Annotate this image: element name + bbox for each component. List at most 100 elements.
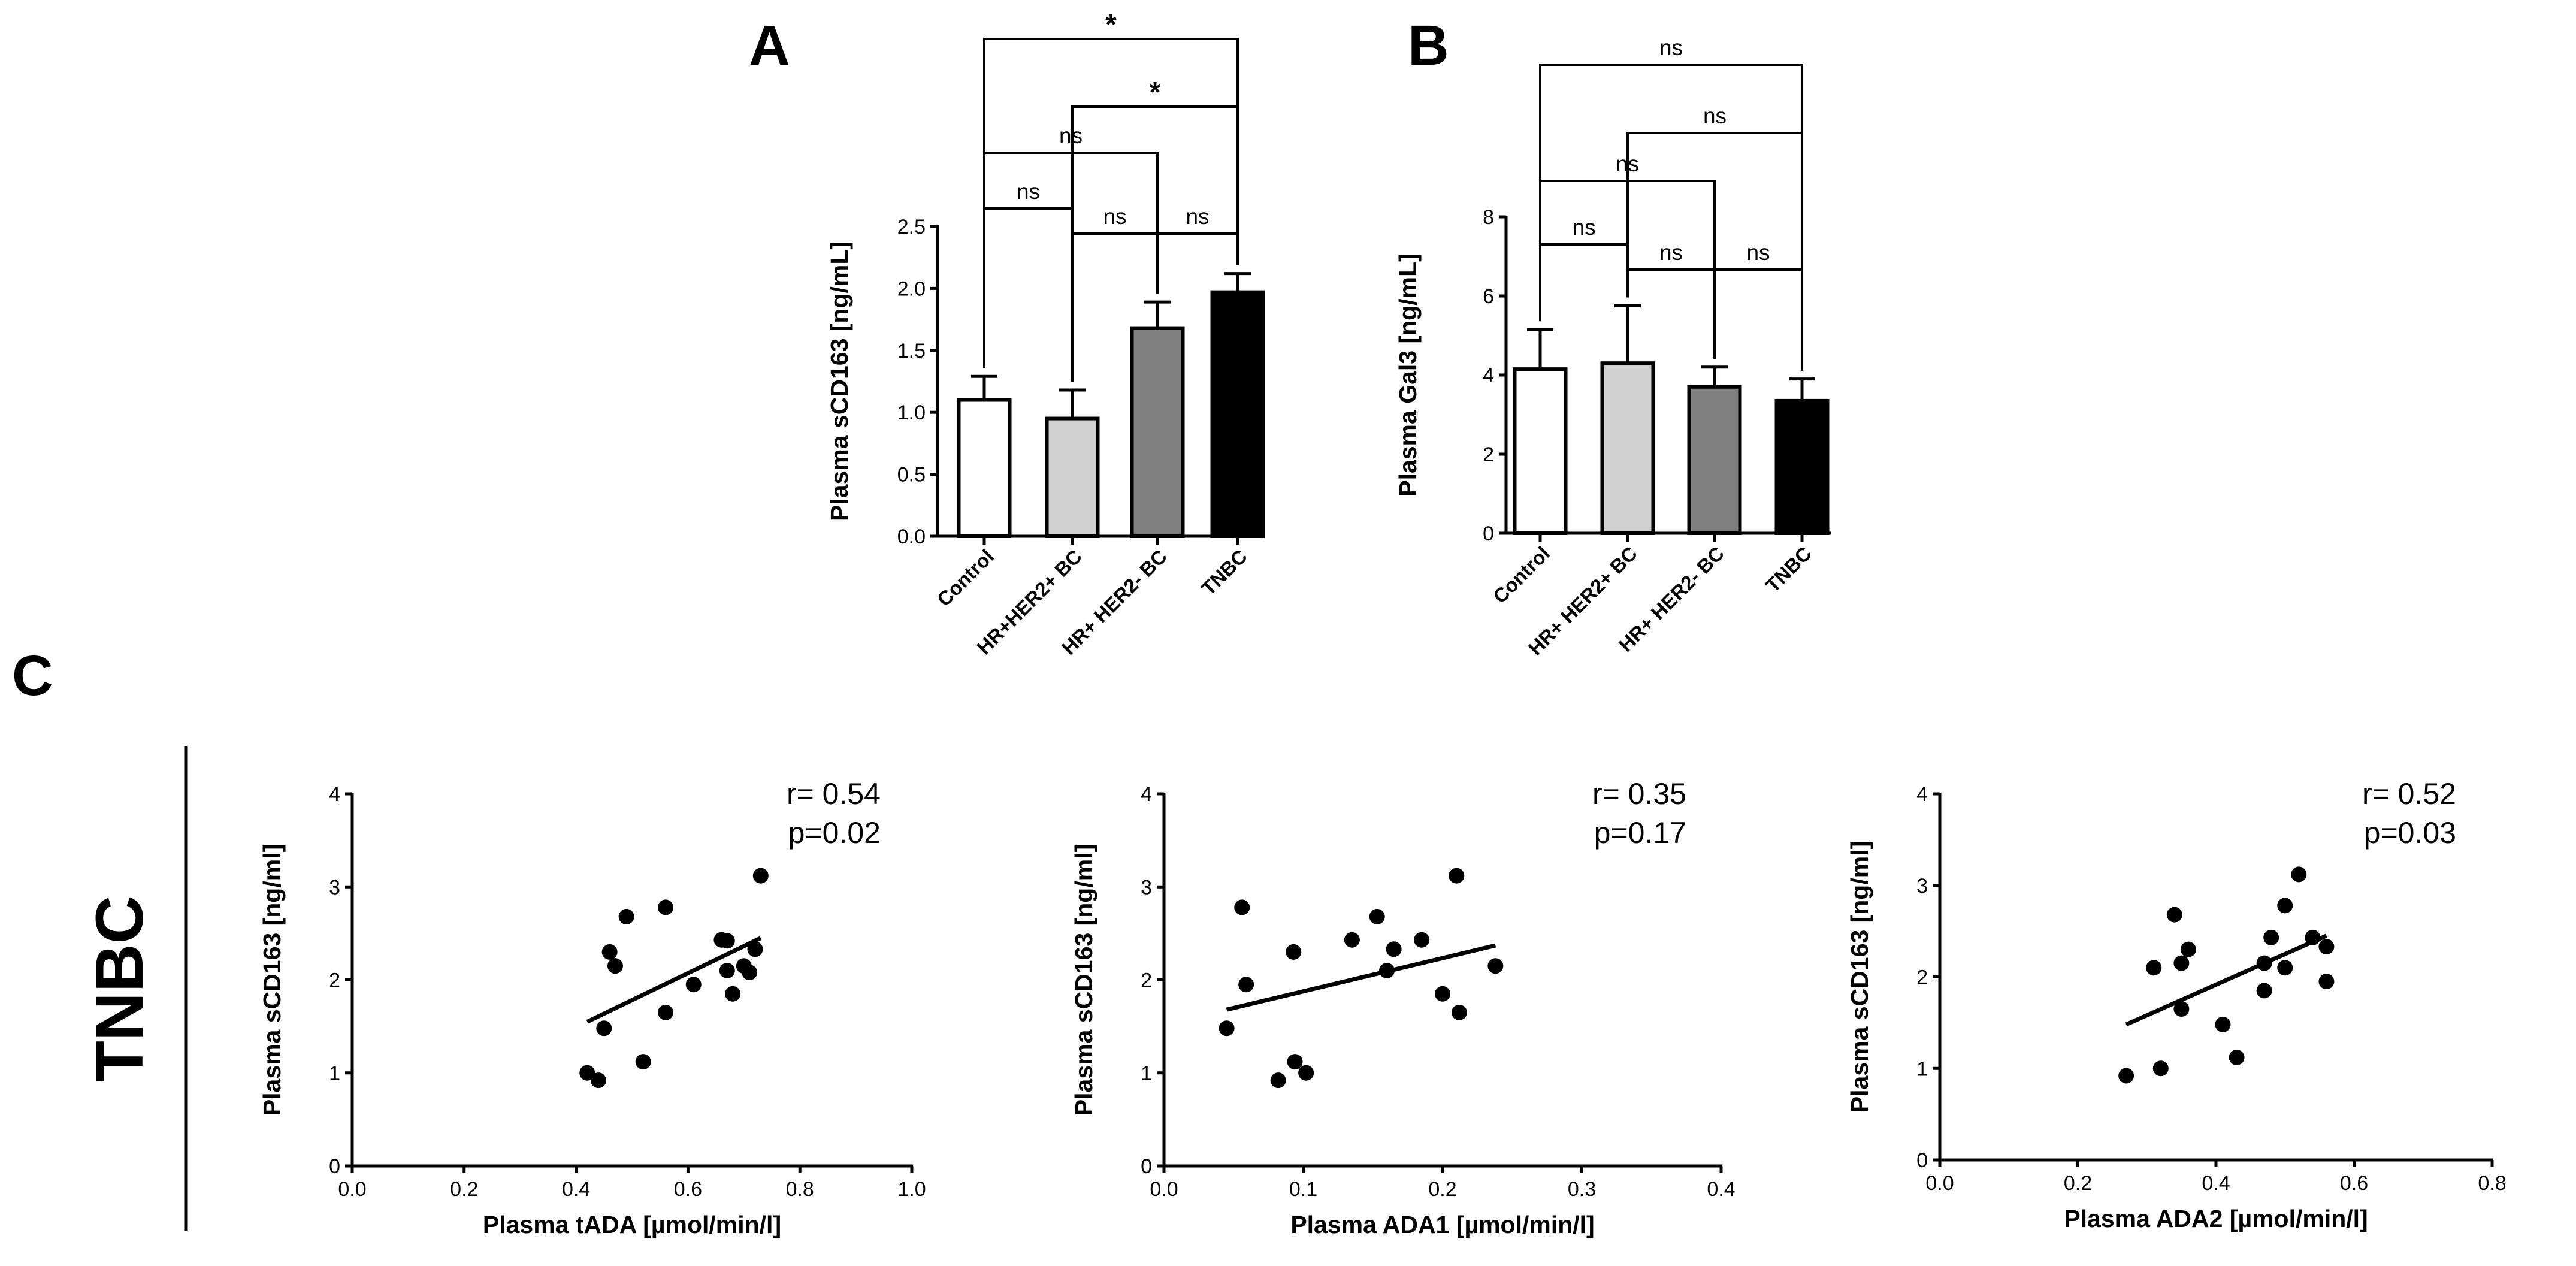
data-point xyxy=(601,944,618,960)
y-tick-label: 4 xyxy=(1916,783,1928,806)
data-point xyxy=(719,933,735,949)
x-tick-label: 0.8 xyxy=(786,1178,814,1201)
y-tick-label: 1 xyxy=(1916,1057,1928,1080)
data-point xyxy=(1414,932,1430,948)
y-tick-label: 0 xyxy=(329,1155,340,1178)
significance-bracket xyxy=(1713,268,1803,371)
x-tick-label: 0.4 xyxy=(2202,1172,2230,1195)
bar-4 xyxy=(1774,398,1830,536)
bar-3 xyxy=(1687,385,1742,535)
y-tick-label: 0.0 xyxy=(897,525,926,548)
x-tick-label: 0.1 xyxy=(1289,1178,1317,1201)
y-tick-label: 2 xyxy=(329,969,340,992)
data-point xyxy=(1270,1072,1286,1089)
data-point xyxy=(1435,986,1450,1002)
x-tick-label: 0.8 xyxy=(2478,1172,2506,1195)
data-point xyxy=(1287,1054,1303,1070)
x-tick-label: 0.3 xyxy=(1568,1178,1596,1201)
data-point xyxy=(590,1072,606,1089)
data-point xyxy=(2152,1060,2169,1077)
data-point xyxy=(2166,907,2182,923)
x-category-label: TNBC xyxy=(1197,545,1251,600)
row-label-tnbc: TNBC xyxy=(82,895,157,1081)
significance-label: ns xyxy=(1103,204,1126,229)
y-tick-label: 1.0 xyxy=(897,401,926,424)
y-tick-label: 6 xyxy=(1483,285,1494,308)
y-tick-label: 3 xyxy=(1916,875,1928,898)
data-point xyxy=(618,908,634,924)
panel-label-a: A xyxy=(749,14,790,77)
y-tick-label: 1 xyxy=(1141,1062,1152,1085)
bar-1 xyxy=(957,398,1012,539)
significance-label: ns xyxy=(1017,179,1040,204)
x-tick-label: 0.0 xyxy=(338,1178,366,1201)
data-point xyxy=(658,1004,674,1020)
x-tick-label: 0.2 xyxy=(450,1178,478,1201)
data-point xyxy=(2318,939,2335,955)
correlation-r: r= 0.52 xyxy=(2362,777,2456,811)
x-tick-label: 1.0 xyxy=(897,1178,926,1201)
data-point xyxy=(1344,932,1360,948)
chart-c3: 0 1 2 3 4 0.0 0.2 0.4 0.6 0.8 Plasma ADA2 [µmol/mi… xyxy=(1846,777,2507,1232)
significance-bracket xyxy=(983,207,1074,382)
x-category-label: Control xyxy=(933,545,998,611)
y-tick-label: 2 xyxy=(1141,969,1152,992)
correlation-p: p=0.03 xyxy=(2364,816,2456,850)
data-point xyxy=(2215,1016,2231,1032)
y-axis-label: Plasma sCD163 [ng/ml] xyxy=(1846,841,1873,1113)
data-point xyxy=(752,868,769,884)
data-point xyxy=(2173,1001,2190,1017)
panel-label-b: B xyxy=(1408,14,1449,77)
significance-bracket xyxy=(1156,232,1239,294)
y-tick-label: 3 xyxy=(329,876,340,899)
data-point xyxy=(1451,1004,1467,1020)
significance-label: ns xyxy=(1659,240,1683,265)
regression-line xyxy=(1226,943,1496,1012)
x-tick-label: 0.6 xyxy=(2340,1172,2368,1195)
significance-label: ns xyxy=(1659,35,1683,60)
data-point xyxy=(1234,899,1250,915)
y-tick-label: 2.5 xyxy=(897,216,926,238)
x-tick-label: 0.0 xyxy=(1150,1178,1178,1201)
data-point xyxy=(2277,898,2293,914)
data-point xyxy=(747,941,763,957)
correlation-r: r= 0.54 xyxy=(787,777,881,811)
y-tick-label: 1.5 xyxy=(897,340,926,362)
y-axis-label: Plasma sCD163 [ng/ml] xyxy=(258,844,286,1116)
data-point xyxy=(2263,929,2279,945)
data-point xyxy=(2277,960,2293,976)
data-point xyxy=(719,962,735,978)
data-point xyxy=(1219,1020,1235,1037)
data-point xyxy=(1487,958,1504,974)
x-tick-label: 0.0 xyxy=(1925,1172,1954,1195)
y-tick-label: 0 xyxy=(1916,1149,1928,1172)
x-tick-label: 0.6 xyxy=(674,1178,702,1201)
data-point xyxy=(1449,868,1465,884)
bar-4 xyxy=(1210,290,1265,538)
y-tick-label: 2 xyxy=(1483,443,1494,466)
bar-3 xyxy=(1130,326,1185,538)
x-axis-label: Plasma ADA1 [µmol/min/l] xyxy=(1290,1211,1594,1238)
data-point xyxy=(607,958,623,974)
data-point xyxy=(1286,944,1302,960)
x-tick-label: 0.2 xyxy=(2064,1172,2092,1195)
y-tick-label: 0.5 xyxy=(897,464,926,487)
correlation-r: r= 0.35 xyxy=(1592,777,1686,811)
significance-bracket xyxy=(1539,243,1629,322)
correlation-p: p=0.02 xyxy=(788,816,881,850)
data-point xyxy=(1238,977,1254,993)
significance-label: ns xyxy=(1703,104,1727,128)
data-point xyxy=(2180,941,2196,957)
correlation-p: p=0.17 xyxy=(1594,816,1686,850)
y-tick-label: 3 xyxy=(1141,876,1152,899)
data-point xyxy=(2229,1049,2245,1065)
x-tick-label: 0.2 xyxy=(1428,1178,1456,1201)
data-point xyxy=(596,1020,612,1037)
data-point xyxy=(2256,983,2272,999)
y-tick-label: 4 xyxy=(1141,783,1152,806)
significance-label: ns xyxy=(1186,204,1209,229)
x-axis-label: Plasma ADA2 [µmol/min/l] xyxy=(2064,1205,2368,1232)
y-tick-label: 1 xyxy=(329,1062,340,1085)
